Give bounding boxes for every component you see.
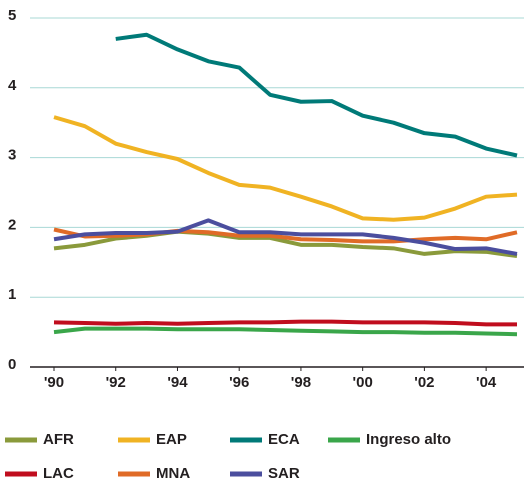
x-tick-label: '94 (167, 374, 188, 391)
x-tick-label: '98 (291, 374, 311, 391)
y-tick-label: 0 (8, 356, 16, 373)
legend-label: MNA (156, 465, 190, 481)
x-tick-label: '04 (476, 374, 497, 391)
y-tick-label: 1 (8, 286, 16, 303)
series-line (53, 326, 518, 337)
series-line (53, 227, 518, 244)
y-tick-label: 4 (8, 77, 17, 94)
legend-label: EAP (156, 431, 187, 448)
legend-label: LAC (43, 465, 74, 481)
y-tick-label: 5 (8, 7, 16, 24)
series-line (53, 218, 518, 256)
x-tick-label: '92 (106, 374, 126, 391)
x-tick-label: '00 (353, 374, 373, 391)
series-line (53, 229, 518, 258)
series-line (53, 115, 518, 222)
legend-label: Ingreso alto (366, 431, 451, 448)
series-line (53, 319, 517, 327)
y-tick-label: 3 (8, 147, 16, 164)
legend-label: SAR (268, 465, 300, 481)
series-line (115, 32, 518, 158)
x-tick-label: '02 (414, 374, 434, 391)
x-tick-label: '90 (44, 374, 64, 391)
legend-label: AFR (43, 431, 74, 448)
legend-label: ECA (268, 431, 300, 448)
x-tick-label: '96 (229, 374, 249, 391)
y-tick-label: 2 (8, 216, 16, 233)
